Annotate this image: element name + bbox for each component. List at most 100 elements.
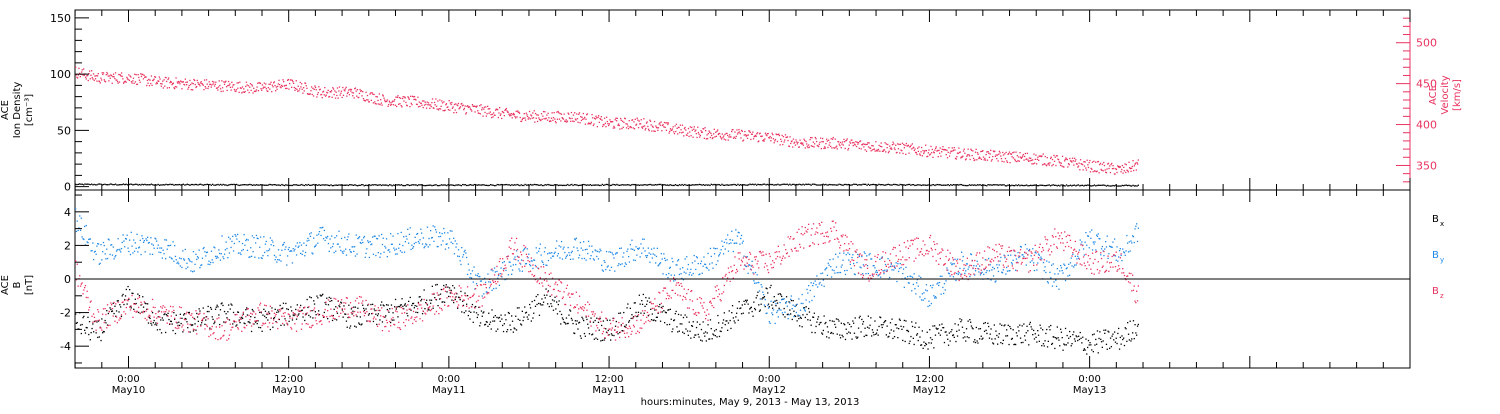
velocity-point <box>714 136 716 138</box>
by-point <box>1091 249 1094 251</box>
bx-point <box>998 333 1000 335</box>
by-point <box>246 238 248 240</box>
by-point <box>1091 229 1093 231</box>
bx-point <box>400 304 402 306</box>
bx-point <box>116 300 118 302</box>
velocity-point <box>899 152 901 154</box>
density-point <box>327 184 329 186</box>
bx-point <box>381 321 384 323</box>
velocity-point <box>462 104 464 106</box>
bx-point <box>146 308 148 310</box>
density-point <box>680 184 682 186</box>
by-point <box>810 282 812 284</box>
velocity-point <box>190 89 192 91</box>
by-point <box>106 248 108 250</box>
density-point <box>1015 184 1017 186</box>
by-point <box>156 240 158 242</box>
bx-point <box>188 311 190 314</box>
bx-point <box>1123 337 1125 339</box>
by-point <box>80 217 82 219</box>
velocity-point <box>433 107 435 109</box>
by-point <box>1006 266 1008 269</box>
velocity-point <box>772 134 774 136</box>
by-point <box>682 267 684 269</box>
bx-point <box>814 332 816 334</box>
velocity-point <box>441 102 444 104</box>
density-point <box>870 184 872 186</box>
by-point <box>187 266 189 268</box>
bx-point <box>201 322 203 324</box>
velocity-point <box>166 87 168 89</box>
by-point <box>261 257 263 260</box>
by-point <box>749 264 751 266</box>
bx-point <box>349 325 352 327</box>
density-point <box>620 184 622 186</box>
bx-point <box>1127 333 1130 335</box>
bx-point <box>418 296 420 298</box>
by-point <box>489 281 492 283</box>
density-point <box>309 184 311 186</box>
by-point <box>669 266 671 268</box>
by-point <box>931 287 933 289</box>
bx-point <box>739 307 741 310</box>
velocity-point <box>1013 151 1015 153</box>
bx-point <box>542 304 544 306</box>
velocity-point <box>966 155 968 157</box>
by-point <box>84 225 86 228</box>
by-point <box>407 228 409 230</box>
density-point <box>915 184 917 186</box>
density-point <box>533 183 536 186</box>
velocity-point <box>681 132 683 134</box>
by-point <box>173 260 175 262</box>
bx-point <box>939 334 941 336</box>
velocity-point <box>793 142 795 144</box>
density-point <box>486 184 488 186</box>
by-point <box>259 246 261 248</box>
density-point <box>725 184 727 186</box>
by-point <box>111 254 114 256</box>
bx-point <box>983 330 986 332</box>
bx-point <box>88 333 90 336</box>
velocity-point <box>176 81 178 83</box>
by-point <box>980 272 982 274</box>
by-point <box>597 258 600 260</box>
by-point <box>768 321 770 323</box>
velocity-point <box>356 89 359 91</box>
bx-point <box>350 308 352 310</box>
bx-point <box>639 303 641 305</box>
velocity-point <box>645 127 647 130</box>
bx-point <box>235 325 237 327</box>
velocity-point <box>813 146 815 148</box>
velocity-point <box>320 93 323 96</box>
velocity-point <box>635 124 637 126</box>
velocity-point <box>668 132 670 134</box>
density-point <box>1040 184 1042 186</box>
velocity-point <box>274 84 276 87</box>
by-point <box>933 295 935 297</box>
bx-point <box>1132 332 1134 334</box>
bx-point <box>1038 340 1040 342</box>
by-point <box>302 250 304 252</box>
velocity-point <box>853 141 855 144</box>
velocity-point <box>1024 155 1026 158</box>
density-point <box>539 184 541 186</box>
bx-point <box>754 307 756 310</box>
velocity-point <box>310 90 312 92</box>
bx-point <box>88 321 91 323</box>
by-point <box>596 255 598 258</box>
by-point <box>496 270 498 273</box>
density-point <box>569 184 572 186</box>
bx-point <box>123 303 125 306</box>
bx-point <box>859 315 861 317</box>
velocity-point <box>183 83 185 86</box>
velocity-point <box>94 78 97 80</box>
velocity-point <box>472 105 474 107</box>
by-point <box>713 253 716 255</box>
by-point <box>490 269 492 271</box>
bx-point <box>622 330 624 332</box>
velocity-point <box>899 143 902 145</box>
bx-point <box>387 304 389 306</box>
velocity-point <box>403 100 405 102</box>
bx-point <box>1090 344 1092 346</box>
velocity-point <box>706 134 708 136</box>
